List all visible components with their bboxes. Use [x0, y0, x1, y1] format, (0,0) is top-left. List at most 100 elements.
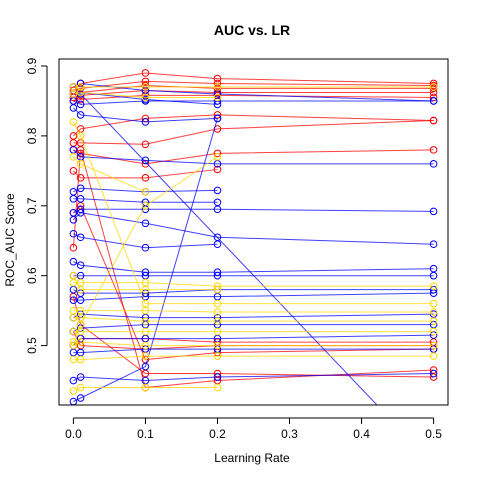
data-point	[76, 160, 85, 168]
data-point	[69, 90, 78, 98]
data-point	[429, 160, 438, 168]
x-tick-label: 0.3	[281, 427, 298, 441]
y-tick-label: 0.5	[25, 337, 39, 354]
series-gold	[69, 118, 438, 308]
y-axis: 0.5 0.6 0.7 0.8 0.9	[25, 57, 48, 354]
series-gold	[69, 153, 150, 196]
data-point	[213, 205, 222, 214]
data-point	[76, 100, 85, 109]
data-point	[429, 317, 438, 325]
y-tick-label: 0.8	[25, 127, 39, 144]
data-point	[69, 278, 78, 287]
data-point	[429, 282, 438, 290]
data-point	[213, 149, 222, 158]
data-point	[76, 383, 85, 392]
series-line	[72, 156, 218, 346]
data-point	[141, 83, 150, 91]
data-point	[141, 77, 150, 86]
data-point	[69, 313, 78, 322]
series-line	[73, 310, 434, 313]
data-point	[76, 296, 85, 304]
data-point	[213, 373, 222, 381]
data-point	[76, 83, 85, 91]
series-gold	[69, 83, 438, 91]
data-point	[429, 352, 438, 360]
chart-title: AUC vs. LR	[214, 22, 290, 38]
series-line	[73, 317, 434, 322]
data-point	[213, 317, 222, 325]
data-point	[141, 317, 150, 325]
y-axis-label: ROC_AUC Score	[3, 193, 17, 287]
series-gold	[69, 278, 438, 290]
data-point	[141, 188, 150, 196]
data-point	[429, 97, 438, 105]
data-point	[76, 278, 85, 287]
data-point	[429, 116, 438, 125]
data-point	[213, 74, 222, 83]
data-point	[429, 146, 438, 154]
series-line	[73, 292, 434, 301]
y-tick-label: 0.6	[25, 267, 39, 284]
x-tick-label: 0.2	[209, 427, 226, 441]
data-point	[429, 285, 438, 294]
data-point	[76, 111, 85, 119]
data-point	[213, 299, 222, 308]
data-point	[76, 233, 85, 242]
data-point	[213, 111, 222, 119]
data-point	[69, 118, 78, 126]
data-point	[69, 104, 78, 112]
series-line	[73, 233, 218, 249]
data-point	[141, 219, 150, 228]
data-point	[69, 257, 78, 266]
data-point	[141, 306, 150, 315]
data-point	[429, 240, 438, 249]
data-point	[76, 208, 85, 217]
series-line	[73, 187, 218, 193]
series-blue	[69, 229, 222, 252]
data-point	[141, 140, 150, 149]
series-gold	[69, 383, 222, 395]
data-point	[141, 156, 150, 165]
data-point	[141, 278, 150, 287]
data-point	[141, 174, 150, 182]
data-point	[429, 88, 438, 97]
data-point	[69, 296, 78, 304]
data-point	[76, 355, 85, 364]
data-point	[69, 215, 78, 224]
data-point	[141, 201, 150, 210]
data-point	[69, 376, 78, 385]
data-point	[76, 184, 85, 193]
data-point	[69, 387, 78, 395]
data-point	[213, 240, 222, 249]
data-point	[213, 93, 222, 102]
data-point	[213, 352, 222, 360]
data-point	[213, 165, 222, 174]
data-point	[213, 383, 222, 392]
series-line	[73, 387, 218, 392]
data-point	[76, 261, 85, 270]
data-point	[213, 83, 222, 91]
data-point	[69, 153, 78, 161]
series-gold	[69, 88, 222, 102]
series-layer	[69, 69, 438, 405]
x-tick-label: 0.5	[425, 427, 442, 441]
series-line	[73, 355, 434, 361]
data-point	[213, 327, 222, 336]
data-point	[213, 186, 222, 195]
series-line	[73, 341, 434, 347]
data-point	[141, 69, 150, 77]
data-point	[141, 243, 150, 252]
y-tick-label: 0.9	[25, 57, 39, 74]
data-point	[141, 383, 150, 392]
series-blue	[69, 114, 222, 405]
data-point	[141, 341, 150, 350]
series-line	[73, 373, 434, 382]
x-tick-label: 0.4	[353, 427, 370, 441]
data-point	[76, 394, 85, 402]
data-point	[213, 308, 222, 316]
series-line	[73, 107, 218, 123]
series-line	[72, 121, 434, 305]
data-point	[141, 362, 150, 371]
